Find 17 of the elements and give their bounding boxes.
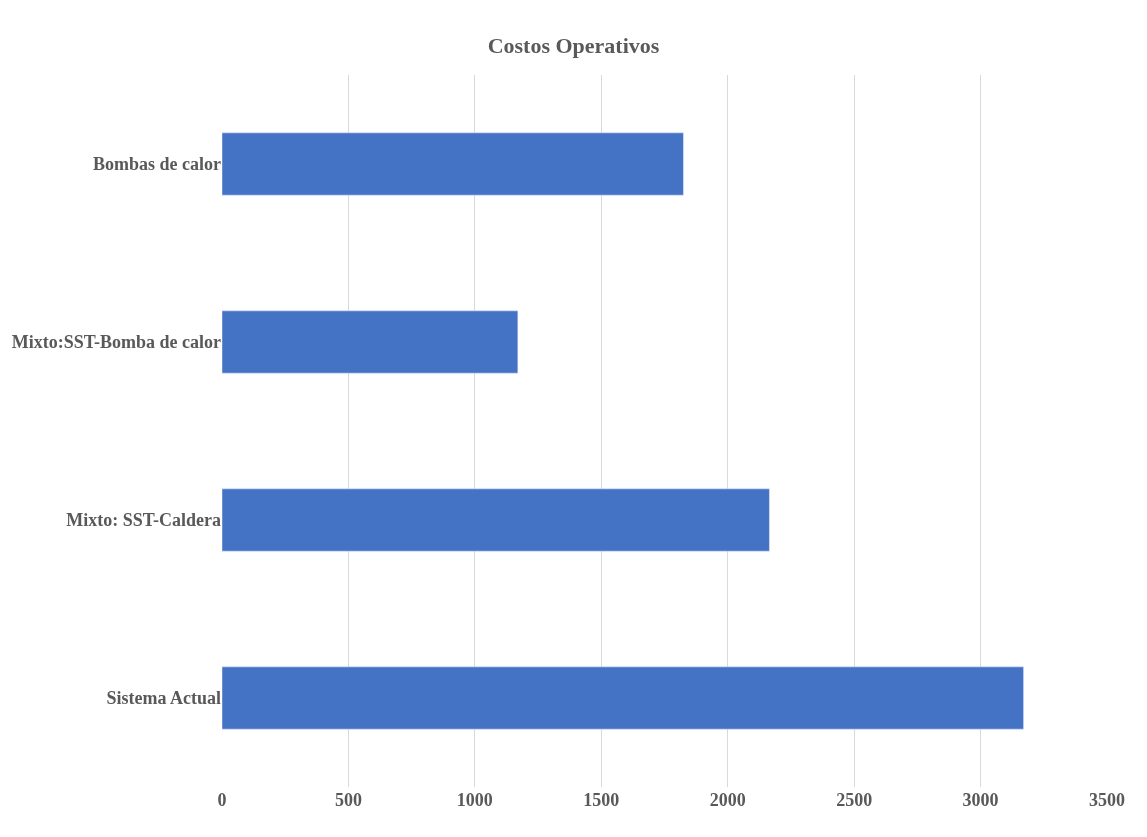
- bar: [222, 132, 684, 196]
- x-tick-label: 3000: [962, 790, 999, 810]
- x-tick-label: 3500: [1089, 790, 1125, 810]
- y-tick-label: Sistema Actual: [106, 688, 221, 709]
- bar: [222, 488, 770, 552]
- x-tick-label: 1000: [456, 790, 493, 810]
- y-tick-label: Mixto:SST-Bomba de calor: [11, 332, 221, 353]
- x-tick-label: 2500: [836, 790, 873, 810]
- bar: [222, 310, 519, 374]
- x-tick-label: 1500: [583, 790, 620, 810]
- chart-title: Costos Operativos: [487, 33, 660, 59]
- x-tick-label: 500: [334, 790, 362, 810]
- y-tick-label: Bombas de calor: [93, 154, 222, 175]
- bar: [222, 666, 1024, 730]
- x-tick-label: 2000: [709, 790, 746, 810]
- y-tick-label: Mixto: SST-Caldera: [66, 510, 221, 531]
- x-tick-label: 0: [217, 790, 227, 810]
